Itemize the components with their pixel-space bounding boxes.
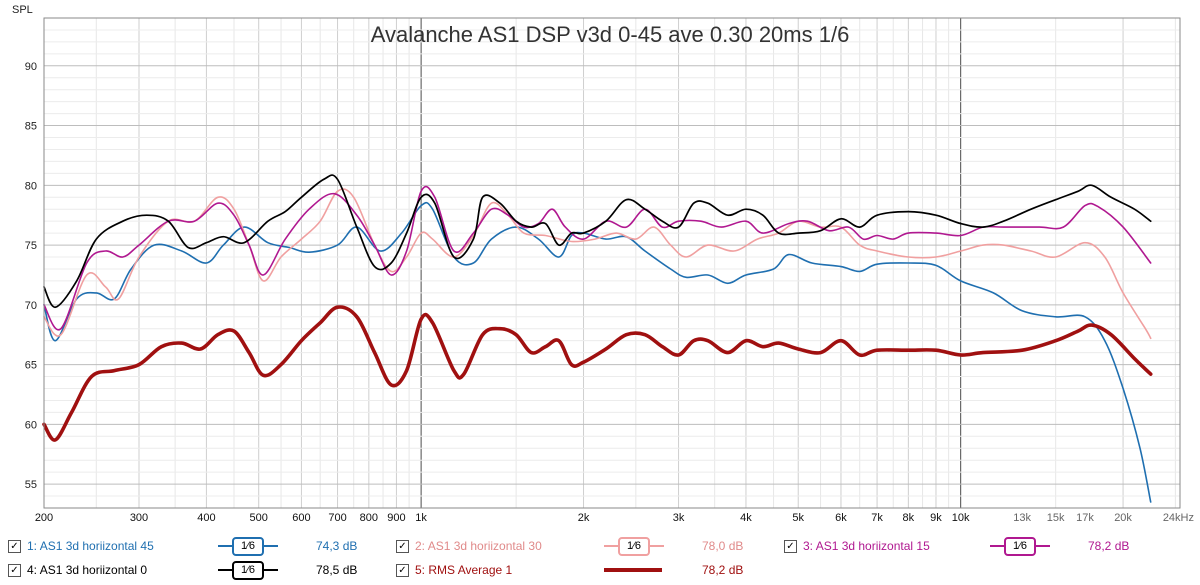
legend-name-3: AS1 3d horiizontal 15 — [815, 539, 930, 553]
plot-frame — [43, 17, 1181, 509]
x-tick-label: 700 — [328, 512, 346, 524]
series-line-2 — [43, 188, 1152, 340]
x-tick-label: 15k — [1047, 512, 1065, 524]
smoothing-label-2[interactable]: 1⁄6 — [618, 536, 650, 556]
x-tick-label: 600 — [292, 512, 310, 524]
chart-background — [0, 0, 1200, 530]
legend-label-5: 5: RMS Average 1 — [415, 563, 512, 577]
x-tick-label: 10k — [952, 512, 970, 524]
legend-checkbox-4[interactable]: ✓ — [8, 563, 21, 577]
legend-checkbox-3[interactable]: ✓ — [784, 539, 797, 553]
legend-item-5[interactable]: ✓ 5: RMS Average 1 — [396, 559, 512, 581]
legend-label-4: 4: AS1 3d horiizontal 0 — [27, 563, 147, 577]
legend-index-3: 3: — [803, 539, 814, 553]
legend-index-1: 1: — [27, 539, 38, 553]
legend-db-3: 78,2 dB — [1088, 539, 1130, 553]
y-tick-label: 75 — [25, 240, 37, 252]
smoothing-label-1[interactable]: 1⁄6 — [232, 536, 264, 556]
x-tick-label: 7k — [871, 512, 883, 524]
chart-series — [42, 174, 1153, 503]
smoothing-label-3[interactable]: 1⁄6 — [1004, 536, 1036, 556]
chart-title: Avalanche AS1 DSP v3d 0-45 ave 0.30 20ms… — [371, 22, 850, 47]
series-line-5 — [42, 305, 1153, 442]
legend-db-5: 78,2 dB — [702, 563, 744, 577]
y-tick-label: 55 — [25, 479, 37, 491]
x-tick-label: 500 — [250, 512, 268, 524]
x-tick-label: 400 — [197, 512, 215, 524]
series-line-4 — [43, 174, 1152, 309]
legend-db-1: 74,3 dB — [316, 539, 358, 553]
x-tick-label: 1k — [415, 512, 427, 524]
legend-swatch-5 — [604, 568, 662, 572]
y-tick-labels: 55 60 65 70 75 80 85 90 — [25, 61, 37, 491]
smoothing-label-4[interactable]: 1⁄6 — [232, 560, 264, 580]
x-tick-label: 9k — [930, 512, 942, 524]
legend-name-2: AS1 3d horiizontal 30 — [427, 539, 542, 553]
legend-index-5: 5: — [415, 563, 426, 577]
y-tick-label: 60 — [25, 419, 37, 431]
y-tick-label: 90 — [25, 61, 37, 73]
x-tick-label: 8k — [903, 512, 915, 524]
smoothing-control-1[interactable]: 1⁄6 — [218, 535, 278, 557]
x-tick-label: 13k — [1013, 512, 1031, 524]
frequency-response-chart: 55 60 65 70 75 80 85 90 200 300 400 500 600 700 800 90… — [0, 0, 1200, 530]
series-line-3 — [43, 185, 1152, 331]
legend-item-2[interactable]: ✓ 2: AS1 3d horiizontal 30 — [396, 535, 542, 557]
x-tick-label: 200 — [35, 512, 53, 524]
legend-label-3: 3: AS1 3d horiizontal 15 — [803, 539, 930, 553]
legend-name-1: AS1 3d horiizontal 45 — [39, 539, 154, 553]
x-tick-label: 3k — [673, 512, 685, 524]
x-tick-label: 6k — [835, 512, 847, 524]
legend-item-1[interactable]: ✓ 1: AS1 3d horiizontal 45 — [8, 535, 154, 557]
legend-label-1: 1: AS1 3d horiizontal 45 — [27, 539, 154, 553]
legend-label-2: 2: AS1 3d horiizontal 30 — [415, 539, 542, 553]
y-tick-label: 80 — [25, 180, 37, 192]
x-tick-label: 900 — [387, 512, 405, 524]
y-tick-label: 70 — [25, 300, 37, 312]
legend: ✓ 1: AS1 3d horiizontal 45 1⁄6 74,3 dB ✓… — [0, 530, 1200, 585]
legend-db-2: 78,0 dB — [702, 539, 744, 553]
x-tick-label: 5k — [792, 512, 804, 524]
legend-item-4[interactable]: ✓ 4: AS1 3d horiizontal 0 — [8, 559, 147, 581]
chart-grid — [43, 17, 1180, 509]
x-tick-label: 24kHz — [1163, 512, 1194, 524]
series-line-1 — [43, 201, 1152, 503]
legend-checkbox-1[interactable]: ✓ — [8, 539, 21, 553]
smoothing-control-4[interactable]: 1⁄6 — [218, 559, 278, 581]
x-tick-label: 17k — [1076, 512, 1094, 524]
legend-checkbox-2[interactable]: ✓ — [396, 539, 409, 553]
smoothing-control-3[interactable]: 1⁄6 — [990, 535, 1050, 557]
legend-index-4: 4: — [27, 563, 38, 577]
x-tick-label: 2k — [578, 512, 590, 524]
smoothing-control-5[interactable] — [604, 559, 662, 581]
legend-checkbox-5[interactable]: ✓ — [396, 563, 409, 577]
x-tick-label: 20k — [1114, 512, 1132, 524]
legend-name-5: RMS Average 1 — [428, 563, 513, 577]
x-tick-label: 4k — [740, 512, 752, 524]
x-tick-label: 300 — [130, 512, 148, 524]
x-tick-label: 800 — [360, 512, 378, 524]
legend-index-2: 2: — [415, 539, 426, 553]
legend-db-4: 78,5 dB — [316, 563, 358, 577]
legend-item-3[interactable]: ✓ 3: AS1 3d horiizontal 15 — [784, 535, 930, 557]
y-tick-label: 65 — [25, 360, 37, 372]
legend-name-4: AS1 3d horiizontal 0 — [39, 563, 148, 577]
y-axis-label: SPL — [12, 4, 33, 16]
smoothing-control-2[interactable]: 1⁄6 — [604, 535, 664, 557]
x-tick-labels: 200 300 400 500 600 700 800 900 1k 2k 3k 4k 5k 6k 7k 8k… — [35, 512, 1194, 524]
y-tick-label: 85 — [25, 121, 37, 133]
